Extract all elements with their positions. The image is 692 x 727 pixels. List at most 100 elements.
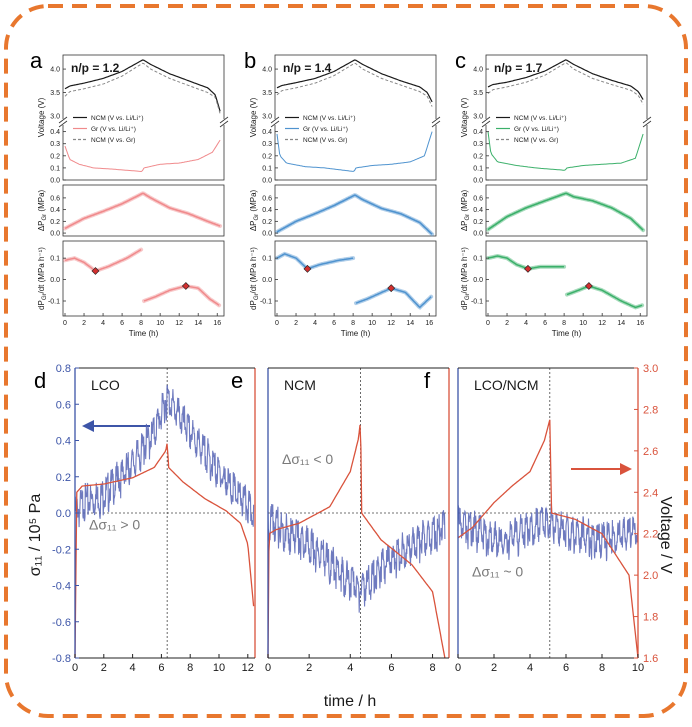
voltage-frame-a (62, 54, 225, 181)
panel-a: n/p = 1.2 NCM (V vs. Li/Li⁺) Gr (V vs. Li/… (37, 54, 229, 338)
bx-label-e-0: 0 (265, 662, 271, 674)
x-label-c-7: 14 (617, 320, 625, 327)
x-label-a-7: 14 (194, 320, 202, 327)
gr-li-line-c (487, 131, 644, 171)
axis-break-mark-c-0b (481, 120, 491, 128)
r-label-b-2: 0.1 (262, 256, 272, 263)
legend-a: NCM (V vs. Li/Li⁺) Gr (V vs. Li/Li⁺) NCM (… (73, 115, 144, 144)
voltage-tick-label-4: 2.4 (643, 487, 658, 499)
x-label-a-4: 8 (139, 320, 143, 327)
x-label-a-5: 10 (156, 320, 164, 327)
bx-label-d-1: 2 (101, 662, 107, 674)
v-lower-label-a-2: 0.2 (50, 153, 60, 160)
v-lower-label-a-1: 0.1 (50, 165, 60, 172)
voltage-frame-b (274, 54, 437, 181)
v-upper-label-a-0: 3.5 (50, 90, 60, 97)
axis-break-mask-left-b (272, 119, 278, 125)
gr-li-line-b (276, 131, 433, 172)
pressure-band-a (63, 191, 223, 231)
axis-break-mark-b-0b (270, 120, 280, 128)
pressure-frame-c (485, 184, 648, 237)
v-lower-label-a-0: 0.0 (50, 178, 60, 185)
x-label-b-8: 16 (425, 320, 433, 327)
x-label-a-3: 6 (120, 320, 124, 327)
rate-frame-c (485, 240, 648, 317)
rate-frame-b (274, 240, 437, 317)
panel-label-c: c (455, 48, 466, 73)
v-upper-base-label-c: 3.0 (473, 114, 483, 121)
voltage-tick-label-5: 2.6 (643, 446, 658, 458)
bx-label-f-0: 0 (455, 662, 461, 674)
bx-label-f-3: 6 (563, 662, 569, 674)
legend-text-b-0: NCM (V vs. Li/Li⁺) (303, 115, 356, 122)
r-label-a-2: 0.1 (50, 256, 60, 263)
x-label-b-0: 0 (275, 320, 279, 327)
r-label-c-1: 0.0 (473, 277, 483, 284)
axis-break-mark-b-1b (431, 120, 441, 128)
axis-break-mark-c-0a (481, 116, 491, 124)
axis-break-mark-c-1b (642, 120, 652, 128)
p-label-b-0: 0.0 (262, 231, 272, 238)
r-label-b-0: -0.1 (260, 299, 272, 306)
sigma-tick-label-2: -0.4 (52, 581, 71, 593)
v-lower-label-c-0: 0.0 (473, 178, 483, 185)
pressure-axis-title-a: ΔPGr (MPa) (37, 189, 48, 231)
x-label-b-6: 12 (387, 320, 395, 327)
x-label-c-3: 6 (543, 320, 547, 327)
panel-label-d: d (34, 368, 46, 393)
x-label-a-8: 16 (213, 320, 221, 327)
legend-c: NCM (V vs. Li/Li⁺) Gr (V vs. Li/Li⁺) NCM (… (496, 115, 567, 144)
p-label-c-2: 0.4 (473, 207, 483, 214)
v-lower-label-c-3: 0.3 (473, 141, 483, 148)
axis-break-mask-left-c (483, 119, 489, 125)
v-lower-label-b-2: 0.2 (262, 153, 272, 160)
v-upper-base-label-b: 3.0 (262, 114, 272, 121)
x-label-c-2: 4 (524, 320, 528, 327)
x-label-c-8: 16 (636, 320, 644, 327)
sigma-tick-label-3: -0.2 (52, 544, 71, 556)
voltage-tick-label-3: 2.2 (643, 529, 658, 541)
v-upper-label-c-0: 3.5 (473, 90, 483, 97)
x-label-b-5: 10 (368, 320, 376, 327)
axis-break-mark-b-1a (431, 116, 441, 124)
p-label-a-1: 0.2 (50, 219, 60, 226)
sigma-tick-label-7: 0.6 (56, 399, 71, 411)
x-label-b-3: 6 (332, 320, 336, 327)
v-lower-label-a-4: 0.4 (50, 129, 60, 136)
x-label-b-2: 4 (313, 320, 317, 327)
v-lower-label-b-3: 0.3 (262, 141, 272, 148)
legend-text-a-0: NCM (V vs. Li/Li⁺) (91, 115, 144, 122)
rate-discharge-line-a (143, 285, 220, 306)
pressure-axis-title-c: ΔPGr (MPa) (460, 189, 471, 231)
voltage-tick-label-2: 2.0 (643, 570, 658, 582)
panel-c: n/p = 1.7 NCM (V vs. Li/Li⁺) Gr (V vs. Li/… (460, 54, 652, 338)
axis-break-mask-right-a (221, 119, 227, 125)
p-label-c-1: 0.2 (473, 219, 483, 226)
rate-marker-c-0 (524, 264, 532, 273)
x-label-b-1: 2 (294, 320, 298, 327)
bx-label-d-0: 0 (72, 662, 78, 674)
ncm-gr-line-a (64, 62, 221, 114)
x-label-b-4: 8 (351, 320, 355, 327)
panel-label-e: e (231, 368, 243, 393)
arrow-left-head (82, 420, 94, 432)
p-label-a-2: 0.4 (50, 207, 60, 214)
rate-axis-title-c: dPGr/dt (MPa h⁻¹) (460, 247, 471, 310)
voltage-curve-d (74, 443, 255, 659)
rate-marker-a-1 (181, 282, 190, 290)
ncm-gr-line-c (487, 62, 644, 105)
delta-annotation-e: Δσ₁₁ < 0 (282, 451, 333, 467)
v-lower-label-b-0: 0.0 (262, 178, 272, 185)
axis-break-mark-c-1a (642, 116, 652, 124)
v-upper-label-c-1: 4.0 (473, 67, 483, 74)
v-upper-label-b-0: 3.5 (262, 90, 272, 97)
voltage-axis-title-a: Voltage (V) (37, 97, 46, 137)
stress-noise-f (457, 503, 639, 562)
voltage-frame-c (485, 54, 648, 181)
bx-label-f-4: 8 (599, 662, 605, 674)
sigma-tick-label-4: 0.0 (56, 508, 71, 520)
v-lower-label-b-4: 0.4 (262, 129, 272, 136)
top-panels: n/p = 1.2 NCM (V vs. Li/Li⁺) Gr (V vs. Li/… (37, 54, 652, 338)
gr-li-line-a (64, 139, 221, 173)
